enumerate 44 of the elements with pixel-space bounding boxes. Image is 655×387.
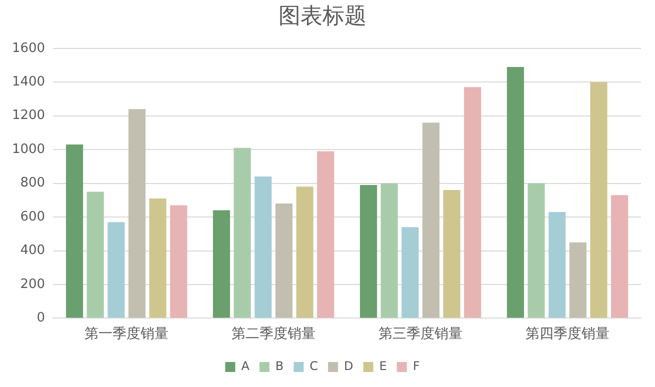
bar: [590, 82, 608, 318]
bar: [569, 242, 586, 318]
bar: [360, 184, 378, 318]
bar: [275, 204, 292, 318]
legend-label: F: [412, 359, 420, 374]
bar: [528, 183, 545, 318]
x-tick-label: 第二季度销量: [232, 326, 316, 342]
x-tick-label: 第三季度销量: [378, 326, 463, 342]
bar: [254, 176, 272, 318]
bar: [234, 148, 251, 318]
y-tick-label: 400: [20, 243, 46, 258]
bar: [402, 227, 419, 318]
bar: [170, 205, 188, 318]
bar: [149, 198, 166, 318]
x-tick-label: 第一季度销量: [84, 326, 169, 342]
bar: [86, 192, 104, 318]
bar: [548, 212, 566, 318]
y-tick-label: 1200: [12, 108, 46, 124]
bar: [66, 144, 84, 318]
legend-label: D: [344, 359, 354, 374]
bar: [317, 151, 334, 318]
legend-label: C: [310, 359, 318, 374]
y-tick-label: 1000: [12, 142, 46, 157]
legend-label: E: [379, 359, 387, 374]
y-tick-label: 600: [20, 209, 46, 224]
x-tick-label: 第四季度销量: [526, 326, 610, 342]
bar: [611, 195, 628, 318]
bar: [443, 190, 460, 318]
bar: [212, 210, 230, 318]
bar: [464, 87, 482, 318]
legend-label: A: [241, 359, 250, 374]
y-tick-label: 1400: [12, 74, 46, 90]
bar: [108, 222, 125, 318]
bar: [380, 183, 398, 318]
bar: [506, 66, 524, 318]
y-tick-label: 800: [20, 176, 46, 191]
bar: [128, 109, 146, 318]
y-tick-label: 200: [20, 276, 46, 292]
chart-title: 图表标题: [278, 4, 366, 29]
bar: [422, 122, 440, 318]
legend-label: B: [275, 359, 284, 374]
y-tick-label: 1600: [12, 40, 46, 56]
y-tick-label: 0: [36, 310, 46, 326]
bar: [296, 186, 314, 318]
